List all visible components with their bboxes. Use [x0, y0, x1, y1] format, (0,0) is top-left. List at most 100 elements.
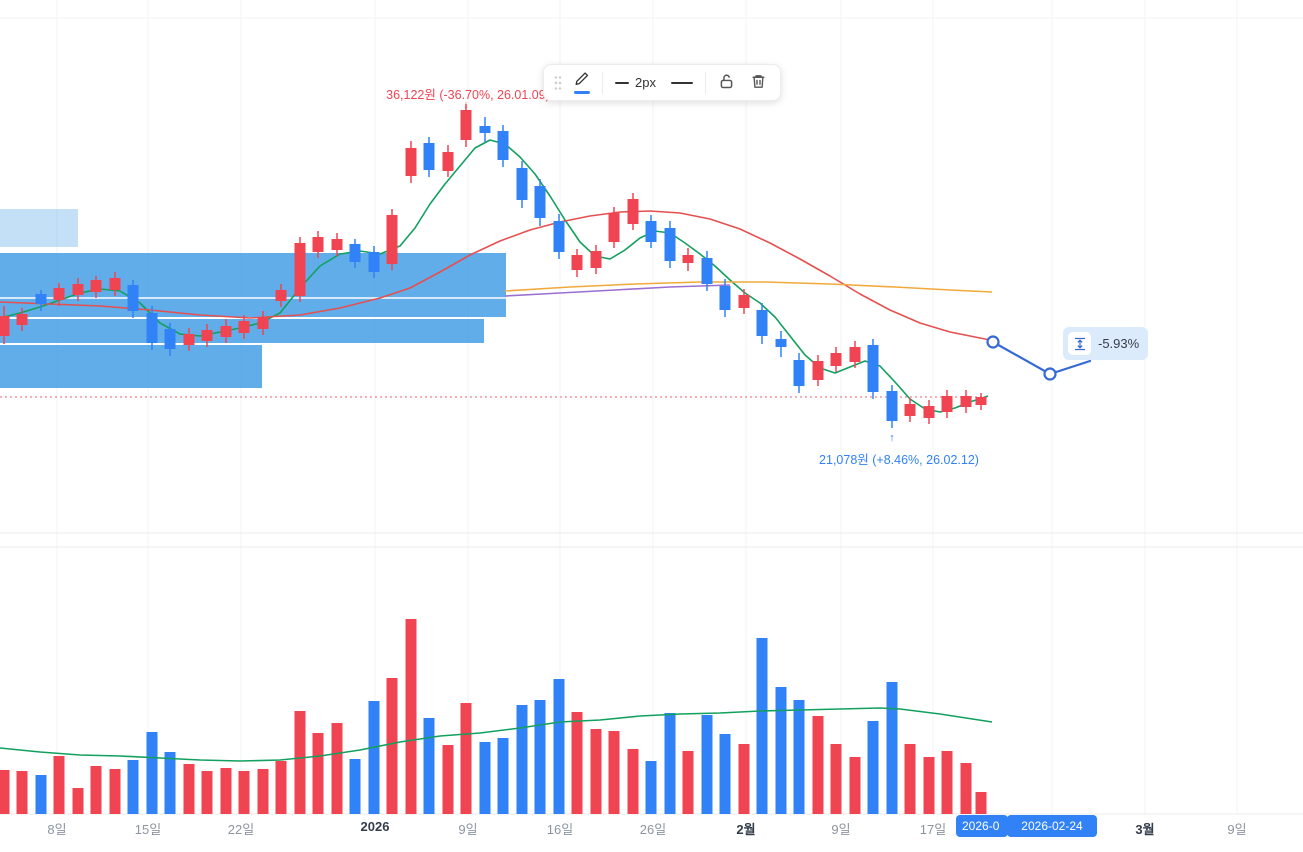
volume-bar[interactable]: [442, 745, 454, 814]
volume-bar[interactable]: [701, 715, 713, 814]
candle-body[interactable]: [975, 397, 987, 405]
line-width-button[interactable]: 2px: [612, 73, 659, 92]
volume-bar[interactable]: [516, 705, 528, 814]
volume-bar[interactable]: [497, 738, 509, 814]
candle-body[interactable]: [719, 286, 731, 310]
candle-body[interactable]: [146, 313, 158, 343]
candle-body[interactable]: [645, 221, 657, 242]
candle-body[interactable]: [756, 310, 768, 336]
highlight-zone-drawing[interactable]: [0, 345, 262, 388]
candle-body[interactable]: [923, 406, 935, 418]
volume-bar[interactable]: [534, 700, 546, 814]
candle-body[interactable]: [90, 280, 102, 292]
candle-body[interactable]: [775, 339, 787, 347]
trendline-handle[interactable]: [1043, 367, 1057, 381]
candle-body[interactable]: [368, 252, 380, 272]
volume-bar[interactable]: [109, 769, 121, 814]
volume-bar[interactable]: [904, 744, 916, 814]
volume-bar[interactable]: [220, 768, 232, 814]
candle-body[interactable]: [275, 290, 287, 301]
trendline-handle[interactable]: [986, 335, 1000, 349]
volume-bar[interactable]: [571, 712, 583, 814]
volume-bar[interactable]: [405, 619, 417, 814]
candle-body[interactable]: [16, 314, 28, 325]
toolbar-drag-handle-icon[interactable]: [554, 75, 562, 91]
candle-body[interactable]: [830, 353, 842, 366]
candle-body[interactable]: [793, 360, 805, 386]
candle-body[interactable]: [553, 221, 565, 252]
volume-bar[interactable]: [16, 771, 28, 814]
volume-bar[interactable]: [830, 744, 842, 814]
volume-bar[interactable]: [645, 761, 657, 814]
volume-bar[interactable]: [867, 721, 879, 814]
volume-bar[interactable]: [53, 756, 65, 814]
candle-body[interactable]: [201, 330, 213, 341]
candle-body[interactable]: [608, 213, 620, 242]
pen-color-button[interactable]: [571, 69, 593, 96]
candle-body[interactable]: [164, 329, 176, 349]
volume-bar[interactable]: [682, 751, 694, 814]
candle-body[interactable]: [664, 228, 676, 261]
volume-bar[interactable]: [423, 718, 435, 814]
volume-bar[interactable]: [627, 749, 639, 814]
lock-button[interactable]: [715, 71, 738, 95]
measure-tooltip[interactable]: -5.93%: [1063, 327, 1149, 360]
volume-bar[interactable]: [756, 638, 768, 814]
volume-bar[interactable]: [975, 792, 987, 814]
volume-bar[interactable]: [294, 711, 306, 814]
volume-bar[interactable]: [275, 761, 287, 814]
volume-bar[interactable]: [386, 678, 398, 814]
candle-body[interactable]: [0, 316, 10, 336]
volume-bar[interactable]: [312, 733, 324, 814]
volume-bar[interactable]: [72, 788, 84, 814]
candle-body[interactable]: [479, 126, 491, 133]
trend-line-drawing[interactable]: [991, 340, 1052, 376]
candle-body[interactable]: [257, 317, 269, 329]
volume-bar[interactable]: [35, 775, 47, 814]
candle-body[interactable]: [886, 391, 898, 421]
volume-bar[interactable]: [775, 687, 787, 814]
volume-bar[interactable]: [719, 734, 731, 814]
delete-button[interactable]: [747, 71, 770, 95]
candle-body[interactable]: [294, 243, 306, 296]
volume-bar[interactable]: [664, 713, 676, 814]
volume-bar[interactable]: [553, 679, 565, 814]
candle-body[interactable]: [35, 294, 47, 304]
volume-bar[interactable]: [0, 770, 10, 814]
candle-body[interactable]: [701, 258, 713, 284]
candle-body[interactable]: [497, 131, 509, 160]
candle-body[interactable]: [238, 321, 250, 333]
line-style-button[interactable]: [668, 80, 696, 86]
volume-bar[interactable]: [127, 760, 139, 814]
volume-bar[interactable]: [368, 701, 380, 814]
volume-bar[interactable]: [257, 769, 269, 814]
candle-body[interactable]: [220, 326, 232, 337]
candle-body[interactable]: [331, 239, 343, 250]
candle-body[interactable]: [812, 361, 824, 380]
candle-body[interactable]: [109, 278, 121, 290]
volume-bar[interactable]: [941, 751, 953, 814]
candle-body[interactable]: [312, 237, 324, 252]
volume-bar[interactable]: [201, 771, 213, 814]
volume-bar[interactable]: [146, 732, 158, 814]
candle-body[interactable]: [53, 288, 65, 300]
candle-body[interactable]: [849, 347, 861, 362]
candle-body[interactable]: [460, 110, 472, 140]
candle-body[interactable]: [867, 345, 879, 392]
volume-bar[interactable]: [793, 700, 805, 814]
candle-body[interactable]: [534, 186, 546, 218]
volume-bar[interactable]: [960, 763, 972, 814]
candle-body[interactable]: [682, 255, 694, 263]
volume-bar[interactable]: [238, 771, 250, 814]
candle-body[interactable]: [349, 244, 361, 262]
volume-bar[interactable]: [164, 752, 176, 814]
candle-body[interactable]: [941, 396, 953, 412]
candle-body[interactable]: [516, 168, 528, 200]
volume-bar[interactable]: [479, 742, 491, 814]
candle-body[interactable]: [442, 152, 454, 171]
candle-body[interactable]: [423, 143, 435, 170]
candle-body[interactable]: [127, 285, 139, 311]
volume-bar[interactable]: [738, 744, 750, 814]
trend-line-drawing[interactable]: [1048, 359, 1092, 376]
